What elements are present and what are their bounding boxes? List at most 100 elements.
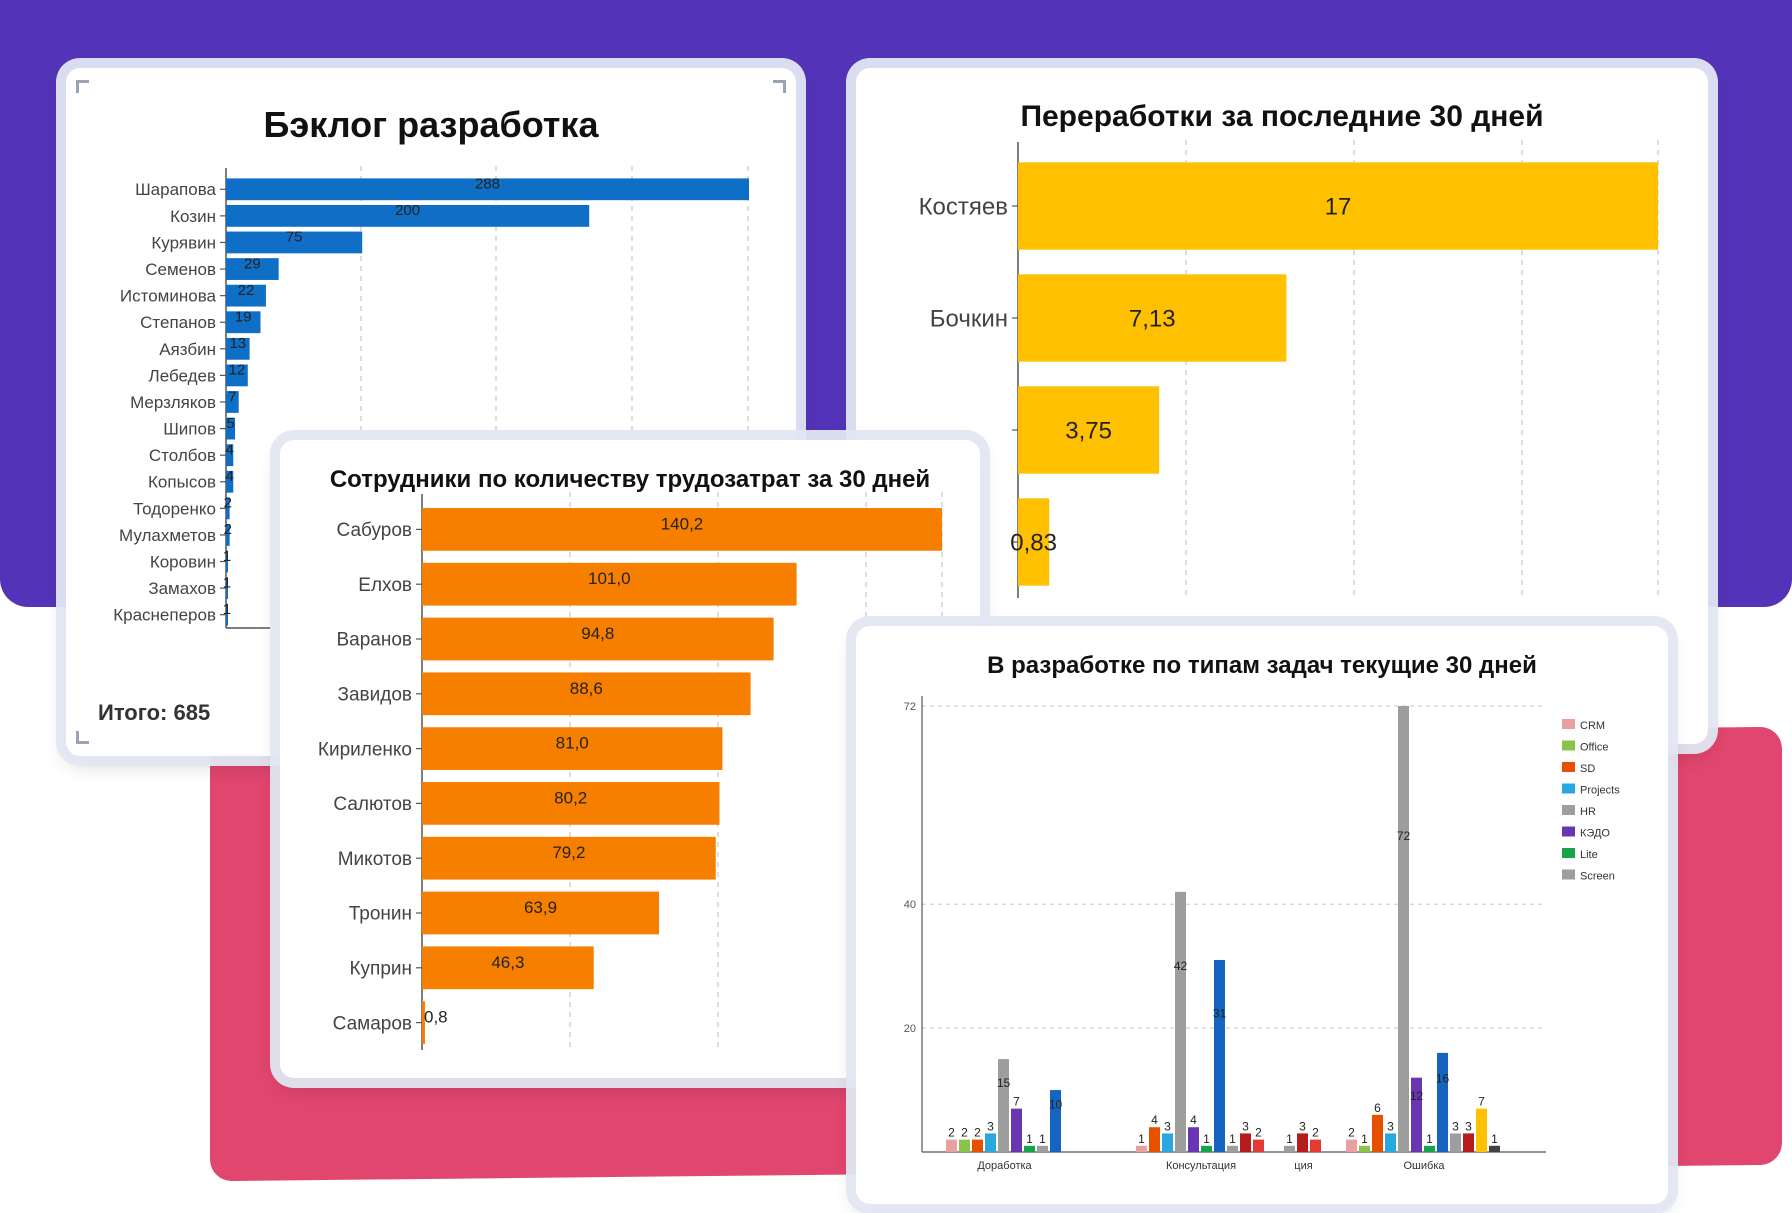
column-bar <box>985 1133 996 1152</box>
column-value-label: 3 <box>987 1119 994 1133</box>
y-tick-label: Бочкин <box>930 305 1008 332</box>
legend-swatch <box>1562 762 1575 772</box>
y-tick-label: Мерзляков <box>130 393 216 412</box>
column-value-label: 1 <box>1039 1132 1046 1146</box>
legend-swatch <box>1562 826 1575 837</box>
y-tick-label: 72 <box>904 701 916 713</box>
bar <box>1018 498 1050 586</box>
bar-value-label: 101,0 <box>588 569 631 588</box>
bar-value-label: 5 <box>226 415 234 432</box>
bar <box>226 470 234 493</box>
bar-value-label: 7,13 <box>1129 305 1176 332</box>
y-tick-label: Тодоренко <box>133 499 216 518</box>
overtime-chart-title: Переработки за последние 30 дней <box>1020 100 1544 133</box>
column-bar <box>1385 1133 1396 1152</box>
legend-label: Lite <box>1580 849 1598 861</box>
labor-chart-title: Сотрудники по количеству трудозатрат за … <box>329 466 931 493</box>
legend-swatch <box>1562 848 1575 858</box>
legend-label: Screen <box>1580 871 1615 883</box>
column-value-label: 16 <box>1436 1072 1450 1086</box>
bar-value-label: 12 <box>229 362 246 379</box>
column-bar <box>1463 1133 1474 1152</box>
y-tick-label: Копысов <box>148 473 216 492</box>
bar <box>422 672 751 716</box>
bar <box>226 311 261 334</box>
column-bar <box>1489 1145 1500 1152</box>
column-value-label: 1 <box>1286 1132 1293 1146</box>
legend-label: Office <box>1580 742 1609 754</box>
y-tick-label: Столбов <box>149 446 216 465</box>
tasks-chart-card: В разработке по типам задач текущие 30 д… <box>856 626 1668 1204</box>
corner-mark-bottom-left <box>76 731 89 744</box>
legend-swatch <box>1562 805 1575 815</box>
y-tick-label: Степанов <box>140 313 216 332</box>
column-bar <box>1214 959 1225 1152</box>
column-value-label: 2 <box>948 1126 955 1140</box>
column-bar <box>1297 1133 1308 1152</box>
bar-value-label: 19 <box>235 308 252 325</box>
column-value-label: 1 <box>1426 1132 1433 1146</box>
column-bar <box>1411 1077 1422 1152</box>
x-tick-label: Ошибка <box>1404 1160 1446 1172</box>
column-value-label: 2 <box>1312 1126 1319 1140</box>
y-tick-label: Шипов <box>163 420 216 439</box>
column-bar <box>946 1139 957 1152</box>
column-value-label: 2 <box>1255 1126 1262 1140</box>
bar <box>1018 274 1287 362</box>
bar <box>226 577 228 600</box>
column-bar <box>1359 1145 1370 1152</box>
legend-label: HR <box>1580 806 1596 818</box>
bar-value-label: 0,8 <box>424 1008 448 1027</box>
bar <box>422 1001 425 1044</box>
y-tick-label: Салютов <box>333 794 412 815</box>
y-tick-label: Мулахметов <box>119 526 216 545</box>
bar <box>226 417 236 440</box>
legend-swatch <box>1562 869 1575 880</box>
bar-value-label: 1 <box>223 574 231 591</box>
bar <box>422 727 723 770</box>
bar <box>226 550 228 573</box>
bar <box>422 782 720 825</box>
bar-value-label: 22 <box>238 282 255 299</box>
column-bar <box>1253 1139 1264 1152</box>
backlog-chart-title: Бэклог разработка <box>263 104 599 145</box>
legend-label: Projects <box>1580 785 1620 797</box>
bar-value-label: 4 <box>225 468 233 485</box>
legend-swatch <box>1562 783 1575 794</box>
bar <box>422 891 660 935</box>
labor-chart: Сабуров 140,2 Елхов 101,0 Варанов 94,8 Завидов… <box>318 492 943 1050</box>
column-bar <box>1240 1133 1251 1152</box>
column-value-label: 42 <box>1174 959 1188 973</box>
bar <box>226 444 234 467</box>
column-bar <box>1050 1090 1061 1152</box>
column-value-label: 3 <box>1164 1119 1171 1133</box>
bar-value-label: 200 <box>395 202 420 219</box>
bar <box>226 337 250 360</box>
bar-value-label: 4 <box>225 441 233 458</box>
bar <box>422 946 594 990</box>
y-tick-label: Лебедев <box>149 366 216 385</box>
bar-value-label: 29 <box>244 255 261 272</box>
y-tick-label: Микотов <box>338 849 412 870</box>
column-value-label: 4 <box>1190 1113 1197 1127</box>
column-bar <box>1024 1145 1035 1152</box>
column-value-label: 3 <box>1452 1119 1459 1133</box>
column-value-label: 1 <box>1361 1132 1368 1146</box>
bar-value-label: 63,9 <box>524 898 557 917</box>
bar-value-label: 94,8 <box>581 624 614 643</box>
column-bar <box>1227 1145 1238 1152</box>
y-tick-label: Аязбин <box>159 340 216 359</box>
corner-mark-top-left <box>76 80 89 93</box>
column-bar <box>972 1139 983 1152</box>
column-value-label: 72 <box>1397 829 1411 843</box>
column-bar <box>1346 1139 1357 1152</box>
column-bar <box>1310 1139 1321 1152</box>
bar <box>422 508 942 551</box>
y-tick-label: 20 <box>904 1023 916 1035</box>
bar <box>226 204 590 227</box>
y-tick-label: Коровин <box>150 552 216 571</box>
y-tick-label: Шарапова <box>135 180 216 199</box>
y-tick-label: Тронин <box>349 904 412 925</box>
legend-swatch <box>1562 719 1575 729</box>
